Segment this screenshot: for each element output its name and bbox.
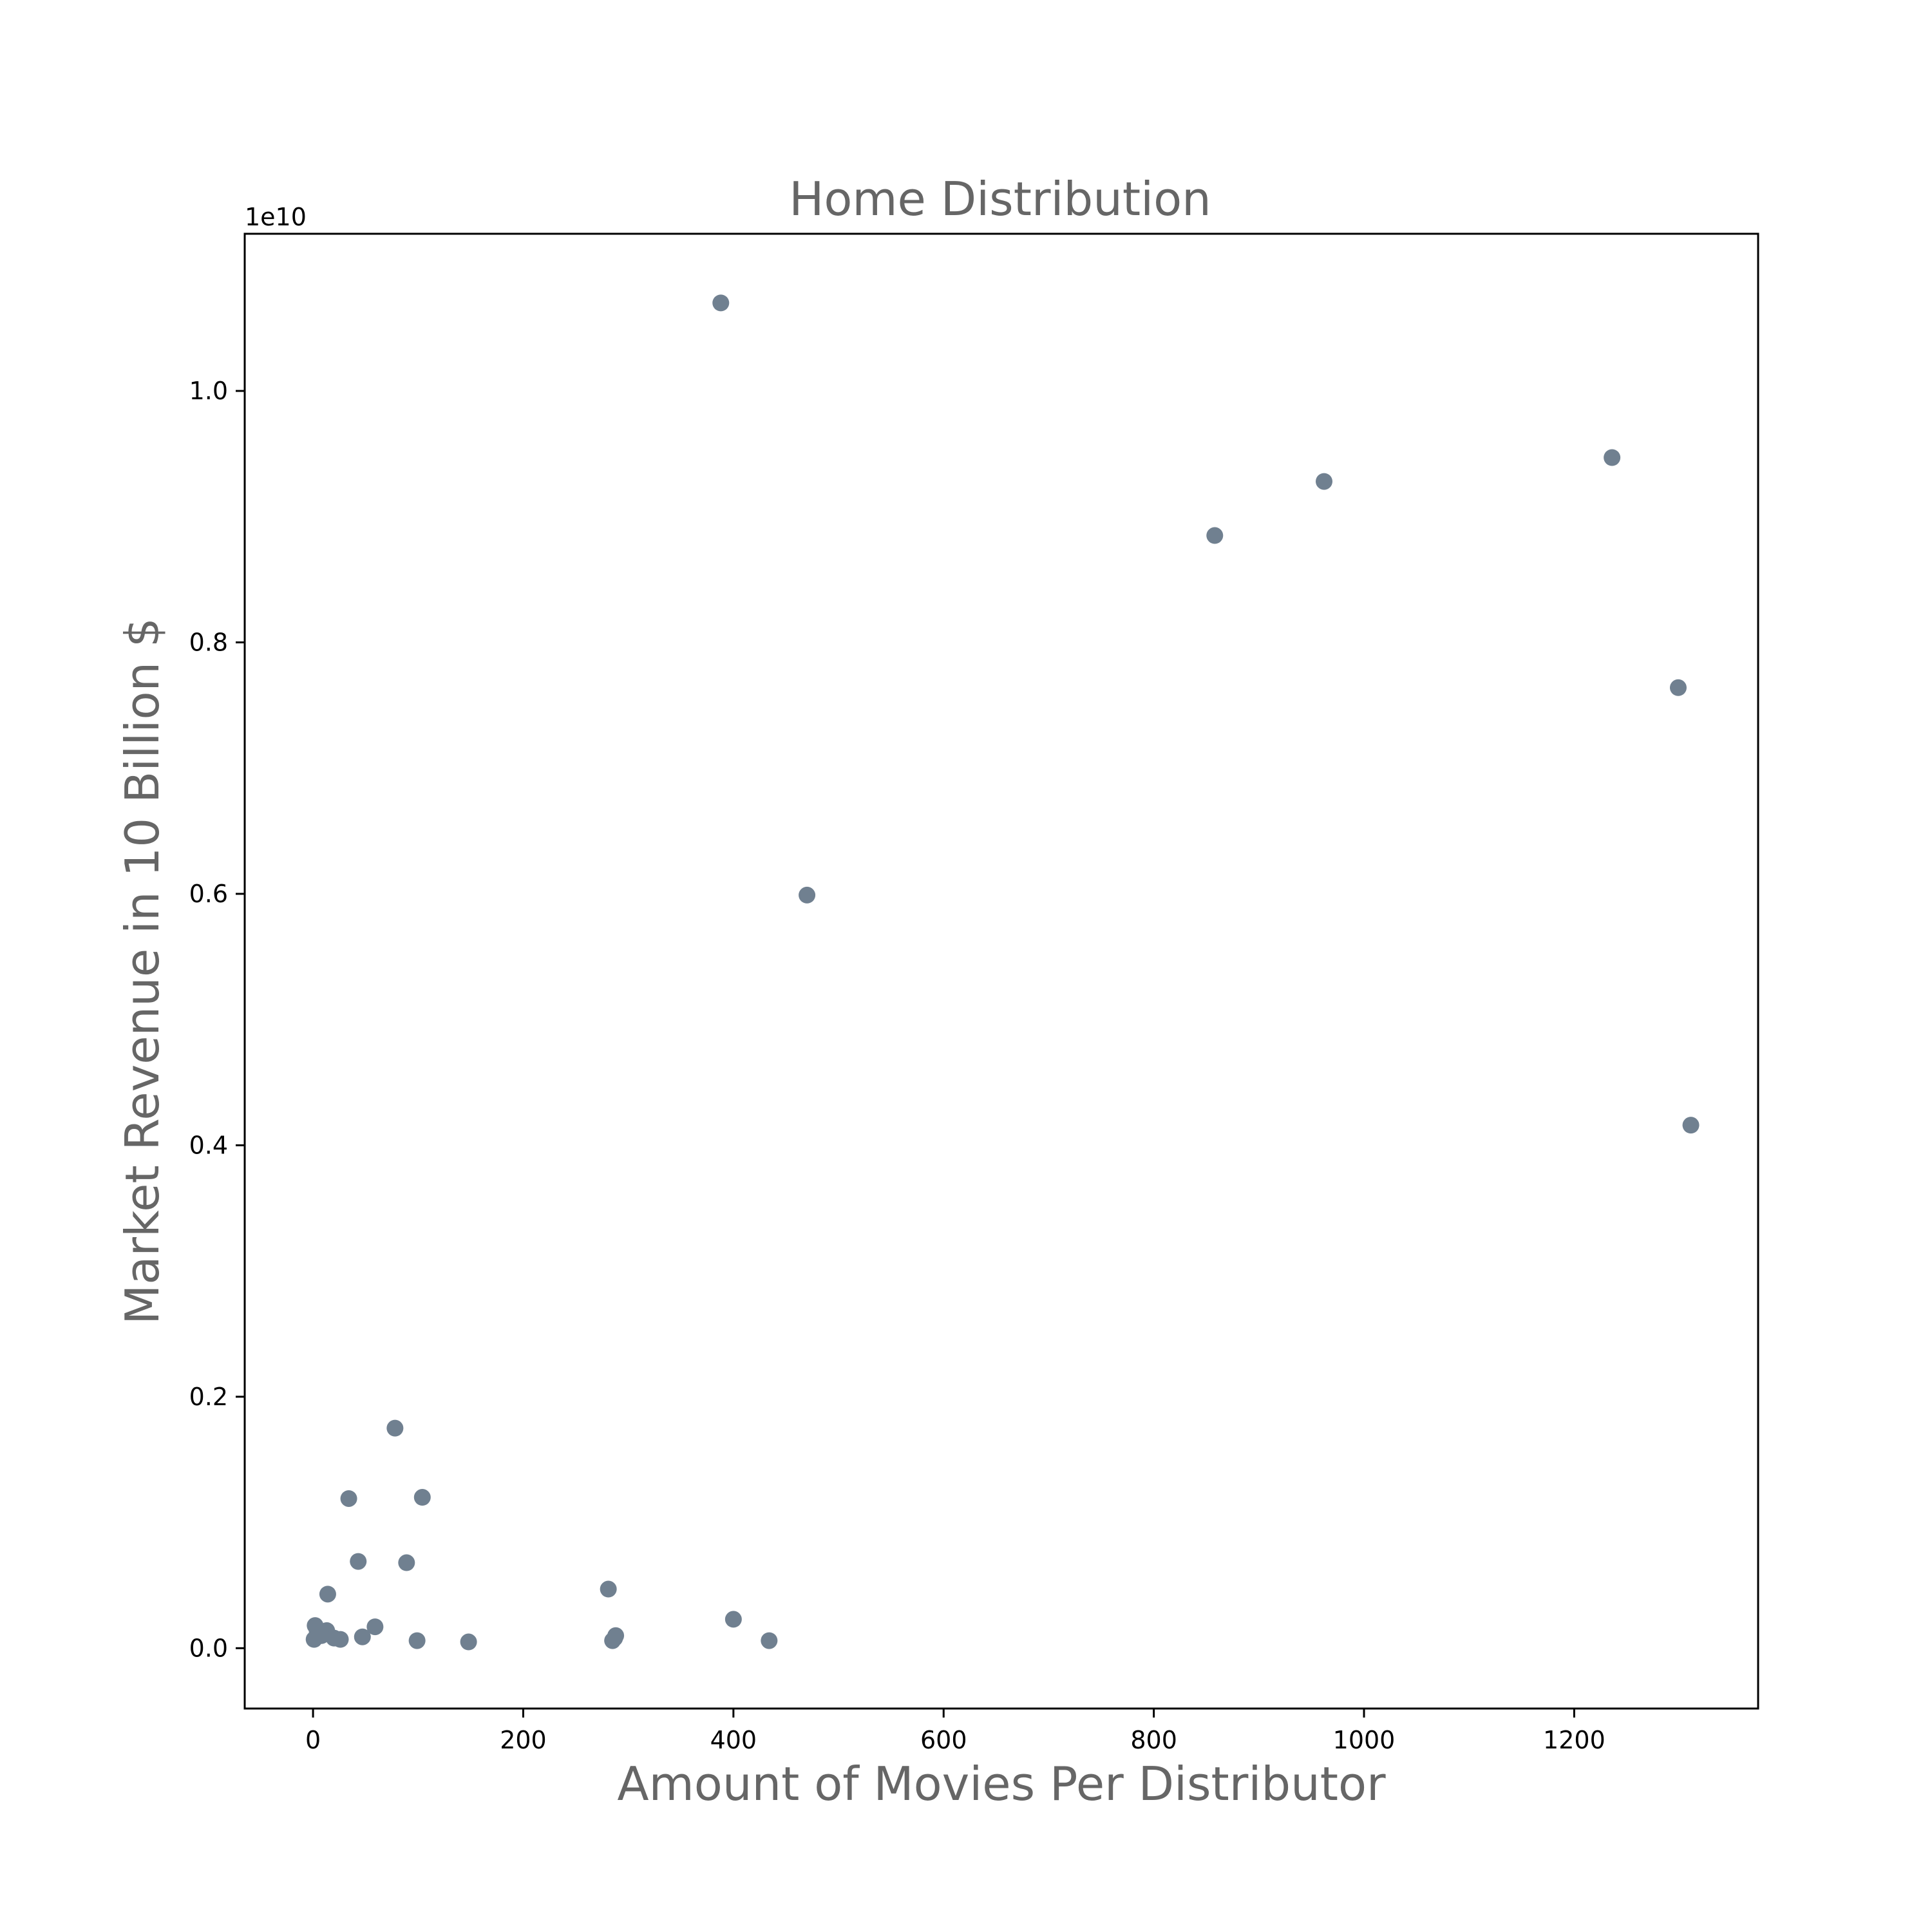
y-tick-label: 0.0	[189, 1634, 228, 1662]
x-tick-label: 400	[710, 1726, 757, 1754]
data-point	[398, 1554, 415, 1571]
data-point	[600, 1580, 617, 1598]
x-tick-label: 800	[1130, 1726, 1177, 1754]
data-point	[354, 1628, 371, 1645]
data-point	[604, 1632, 621, 1649]
data-point	[408, 1632, 426, 1649]
y-tick-label: 0.8	[189, 628, 228, 656]
data-point	[340, 1490, 357, 1507]
data-point	[799, 886, 816, 904]
y-tick-label: 0.2	[189, 1383, 228, 1411]
data-point	[724, 1611, 742, 1628]
data-point	[350, 1553, 367, 1570]
data-point	[1206, 527, 1224, 544]
data-point	[1604, 449, 1621, 466]
data-point	[1669, 679, 1687, 696]
plot-frame	[243, 232, 1759, 1710]
x-axis-label: Amount of Movies Per Distributor	[617, 1757, 1386, 1811]
data-point	[761, 1632, 778, 1649]
y-axis-offset-label: 1e10	[245, 203, 307, 231]
data-points	[305, 294, 1700, 1651]
data-point	[712, 294, 730, 312]
chart-title: Home Distribution	[789, 172, 1211, 226]
x-tick-label: 0	[305, 1726, 321, 1754]
x-tick-label: 200	[500, 1726, 547, 1754]
y-tick-label: 1.0	[189, 377, 228, 405]
x-tick-label: 600	[920, 1726, 967, 1754]
data-point	[305, 1631, 323, 1648]
y-axis-ticks: 0.0 0.2 0.4 0.6 0.8 1.0	[189, 377, 245, 1662]
x-axis-ticks: 0 200 400 600 800 1000 1200	[305, 1709, 1605, 1754]
y-tick-label: 0.6	[189, 880, 228, 908]
data-point	[460, 1633, 477, 1651]
x-tick-label: 1000	[1333, 1726, 1396, 1754]
data-point	[386, 1419, 404, 1437]
data-point	[1316, 473, 1333, 490]
y-tick-label: 0.4	[189, 1131, 228, 1159]
x-tick-label: 1200	[1543, 1726, 1605, 1754]
data-point	[319, 1586, 336, 1603]
data-point	[413, 1489, 431, 1506]
data-point	[307, 1617, 324, 1634]
y-axis-label: Market Revenue in 10 Billion $	[115, 618, 169, 1325]
data-point	[1682, 1117, 1700, 1134]
data-point	[366, 1618, 384, 1636]
